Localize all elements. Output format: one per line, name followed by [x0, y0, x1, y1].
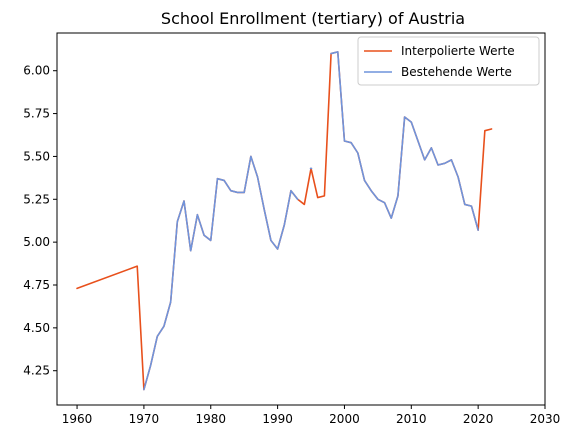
x-tick-label: 1990: [262, 412, 293, 426]
x-tick-label: 1970: [129, 412, 160, 426]
x-tick-label: 1980: [195, 412, 226, 426]
x-axis: 1960 1970 1980 1990 2000 2010 2020 2030: [62, 405, 560, 426]
x-tick-label: 2020: [463, 412, 494, 426]
series-line-1: [76, 51, 493, 391]
x-tick-label: 2030: [530, 412, 561, 426]
y-tick-label: 5.75: [23, 107, 50, 121]
x-tick-label: 2000: [329, 412, 360, 426]
x-tick-label: 1960: [62, 412, 93, 426]
series-layer: [76, 51, 493, 391]
y-tick-label: 4.50: [23, 321, 50, 335]
chart-title: School Enrollment (tertiary) of Austria: [161, 9, 465, 28]
series-line-2: [143, 155, 299, 391]
plot-frame: [56, 32, 546, 406]
legend-label-2: Bestehende Werte: [401, 65, 512, 79]
series-line-2: [330, 51, 479, 231]
x-tick-label: 2010: [396, 412, 427, 426]
legend: Interpolierte Werte Bestehende Werte: [357, 36, 540, 86]
y-tick-label: 5.00: [23, 235, 50, 249]
y-tick-label: 4.75: [23, 278, 50, 292]
legend-label-1: Interpolierte Werte: [401, 44, 515, 58]
legend-box: [357, 36, 540, 86]
y-tick-label: 5.50: [23, 149, 50, 163]
y-axis: 4.25 4.50 4.75 5.00 5.25 5.50 5.75 6.00: [23, 64, 57, 378]
y-tick-label: 6.00: [23, 64, 50, 78]
y-tick-label: 4.25: [23, 364, 50, 378]
y-tick-label: 5.25: [23, 192, 50, 206]
